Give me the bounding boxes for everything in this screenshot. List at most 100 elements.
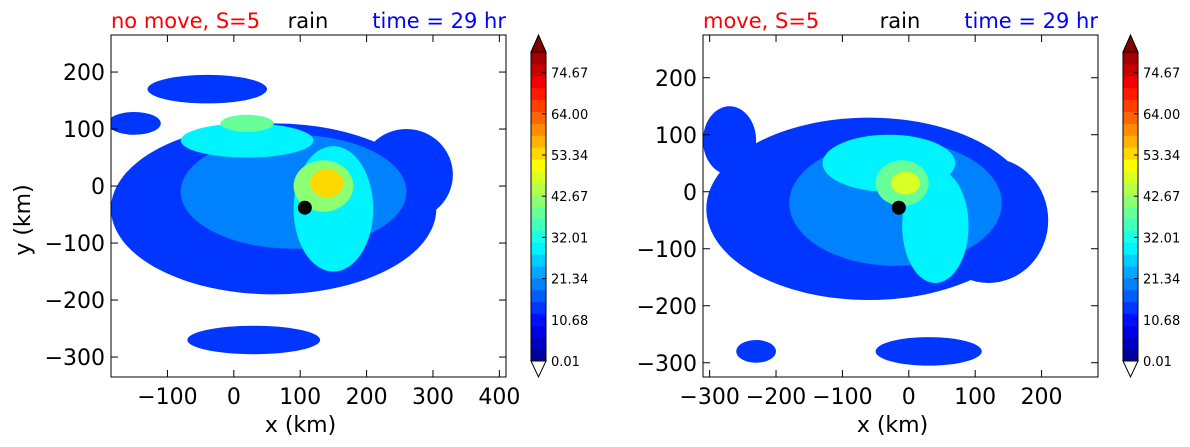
colorbar-segment — [531, 170, 546, 184]
rain-field — [111, 74, 453, 355]
colorbar-tick-label: 10.68 — [551, 314, 588, 329]
colorbar-segment — [1123, 158, 1138, 172]
colorbar-tick-label: 32.01 — [1143, 231, 1180, 246]
colorbar-segment — [531, 111, 546, 124]
colorbar-extend-min — [530, 360, 547, 379]
x-tick-label: −100 — [812, 385, 872, 410]
y-tick-label: −100 — [637, 238, 697, 263]
colorbar-segment — [531, 265, 546, 279]
colorbar-segment — [531, 182, 546, 196]
y-tick-label: 100 — [655, 124, 697, 149]
colorbar-frame — [1122, 51, 1139, 362]
colorbar-segment — [1123, 75, 1138, 89]
plot-frame — [702, 34, 1099, 378]
colorbar-segment — [1123, 277, 1138, 291]
colorbar-segment — [1123, 337, 1138, 350]
chart-panel-1: −100 0 100 200 300 400 200 100 0 −100 −200 −300 x (k… — [11, 9, 588, 438]
x-tick-label: 100 — [279, 385, 321, 410]
y-axis-label: y (km) — [11, 184, 36, 255]
colorbar-tick-label: 21.34 — [1143, 273, 1180, 288]
colorbar-segment — [531, 349, 546, 362]
colorbar-segment — [531, 52, 546, 65]
x-axis-label: x (km) — [857, 413, 928, 438]
storm-center-marker — [891, 200, 906, 215]
title-center: rain — [288, 9, 329, 33]
colorbar-tick-label: 74.67 — [551, 67, 588, 82]
rain-contour-11 — [310, 168, 344, 198]
y-tick-label: −200 — [45, 289, 105, 314]
colorbar-tick-label: 74.67 — [1143, 67, 1180, 82]
y-tick-label: 0 — [91, 175, 105, 200]
colorbar-segment — [531, 206, 546, 219]
plot-frame — [110, 34, 507, 378]
colorbar-segment — [531, 301, 546, 315]
rain-contour-5 — [111, 111, 161, 135]
colorbar-segment — [1123, 194, 1138, 208]
colorbar-tick-label: 64.00 — [1143, 108, 1180, 123]
colorbar: 74.67 64.00 53.34 42.67 32.01 21.34 10.68 0.01 — [530, 33, 588, 379]
rain-field — [703, 106, 1049, 366]
colorbar-segment — [1123, 313, 1138, 326]
colorbar: 74.67 64.00 53.34 42.67 32.01 21.34 10.68 0.01 — [1122, 33, 1180, 379]
colorbar-segment — [1123, 349, 1138, 362]
x-tick-label: 300 — [412, 385, 454, 410]
colorbar-segment — [531, 289, 546, 303]
y-tick-label: −100 — [45, 232, 105, 257]
colorbar-tick-label: 42.67 — [1143, 190, 1180, 205]
colorbar-tick-label: 0.01 — [551, 355, 580, 370]
colorbar-segment — [531, 63, 546, 77]
x-tick-label: 0 — [902, 385, 916, 410]
colorbar-segment — [531, 254, 546, 267]
y-tick-label: −200 — [637, 295, 697, 320]
colorbar-segment — [531, 147, 546, 160]
colorbar-tick-label: 32.01 — [551, 231, 588, 246]
colorbar-segment — [1123, 170, 1138, 184]
colorbar-frame — [530, 51, 547, 362]
chart-panel-2: −300 −200 −100 0 100 2002001000−100−200−300x … — [637, 9, 1181, 438]
colorbar-tick-label: 21.34 — [551, 273, 588, 288]
colorbar-extend-min — [1122, 360, 1139, 379]
colorbar-segment — [531, 242, 546, 255]
colorbar-segment — [1123, 63, 1138, 77]
x-tick-label: 200 — [346, 385, 388, 410]
y-tick-label: 0 — [683, 181, 697, 206]
y-tick-label: 200 — [63, 61, 105, 86]
colorbar-segment — [1123, 52, 1138, 65]
rain-contour-3 — [875, 337, 982, 366]
colorbar-tick-label: 10.68 — [1143, 314, 1180, 329]
colorbar-segment — [531, 75, 546, 89]
colorbar-segment — [531, 218, 546, 231]
y-tick-label: −300 — [45, 346, 105, 371]
colorbar-segment — [1123, 289, 1138, 303]
colorbar-segment — [1123, 147, 1138, 160]
colorbar-segment — [1123, 325, 1138, 338]
rain-contour-10 — [890, 171, 921, 195]
title-center: rain — [880, 9, 921, 33]
title-left: move, S=5 — [703, 9, 819, 33]
storm-center-marker — [297, 200, 312, 215]
x-axis-label: x (km) — [265, 413, 336, 438]
colorbar-segment — [1123, 123, 1138, 136]
colorbar-tick-label: 53.34 — [551, 149, 588, 164]
colorbar-segment — [531, 313, 546, 326]
colorbar-tick-label: 0.01 — [1143, 355, 1172, 370]
colorbar-segment — [1123, 182, 1138, 196]
colorbar-segment — [1123, 206, 1138, 219]
colorbar-segment — [531, 99, 546, 113]
rain-contour-2 — [703, 106, 757, 175]
colorbar-tick-label: 42.67 — [551, 190, 588, 205]
rain-contour-2 — [147, 74, 268, 104]
colorbar-segment — [1123, 265, 1138, 279]
colorbar-segment — [531, 87, 546, 101]
x-tick-label: −100 — [137, 385, 197, 410]
colorbar-segment — [531, 135, 546, 148]
x-tick-label: 100 — [954, 385, 996, 410]
colorbar-extend-max — [1122, 33, 1139, 53]
colorbar-segment — [1123, 242, 1138, 255]
x-tick-label: −200 — [746, 385, 806, 410]
colorbar-tick-label: 53.34 — [1143, 149, 1180, 164]
colorbar-segment — [1123, 254, 1138, 267]
colorbar-segment — [1123, 218, 1138, 231]
colorbar-segment — [531, 158, 546, 172]
